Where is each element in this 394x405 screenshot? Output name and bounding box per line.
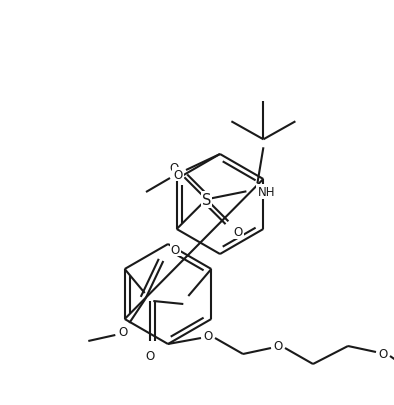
- Text: O: O: [119, 325, 128, 338]
- Text: S: S: [202, 192, 211, 207]
- Text: O: O: [378, 347, 388, 360]
- Text: O: O: [173, 168, 183, 181]
- Text: O: O: [170, 162, 179, 175]
- Text: O: O: [171, 243, 180, 256]
- Text: O: O: [234, 225, 243, 238]
- Text: NH: NH: [257, 185, 275, 198]
- Text: O: O: [145, 349, 154, 362]
- Text: O: O: [203, 330, 213, 343]
- Text: O: O: [273, 340, 282, 353]
